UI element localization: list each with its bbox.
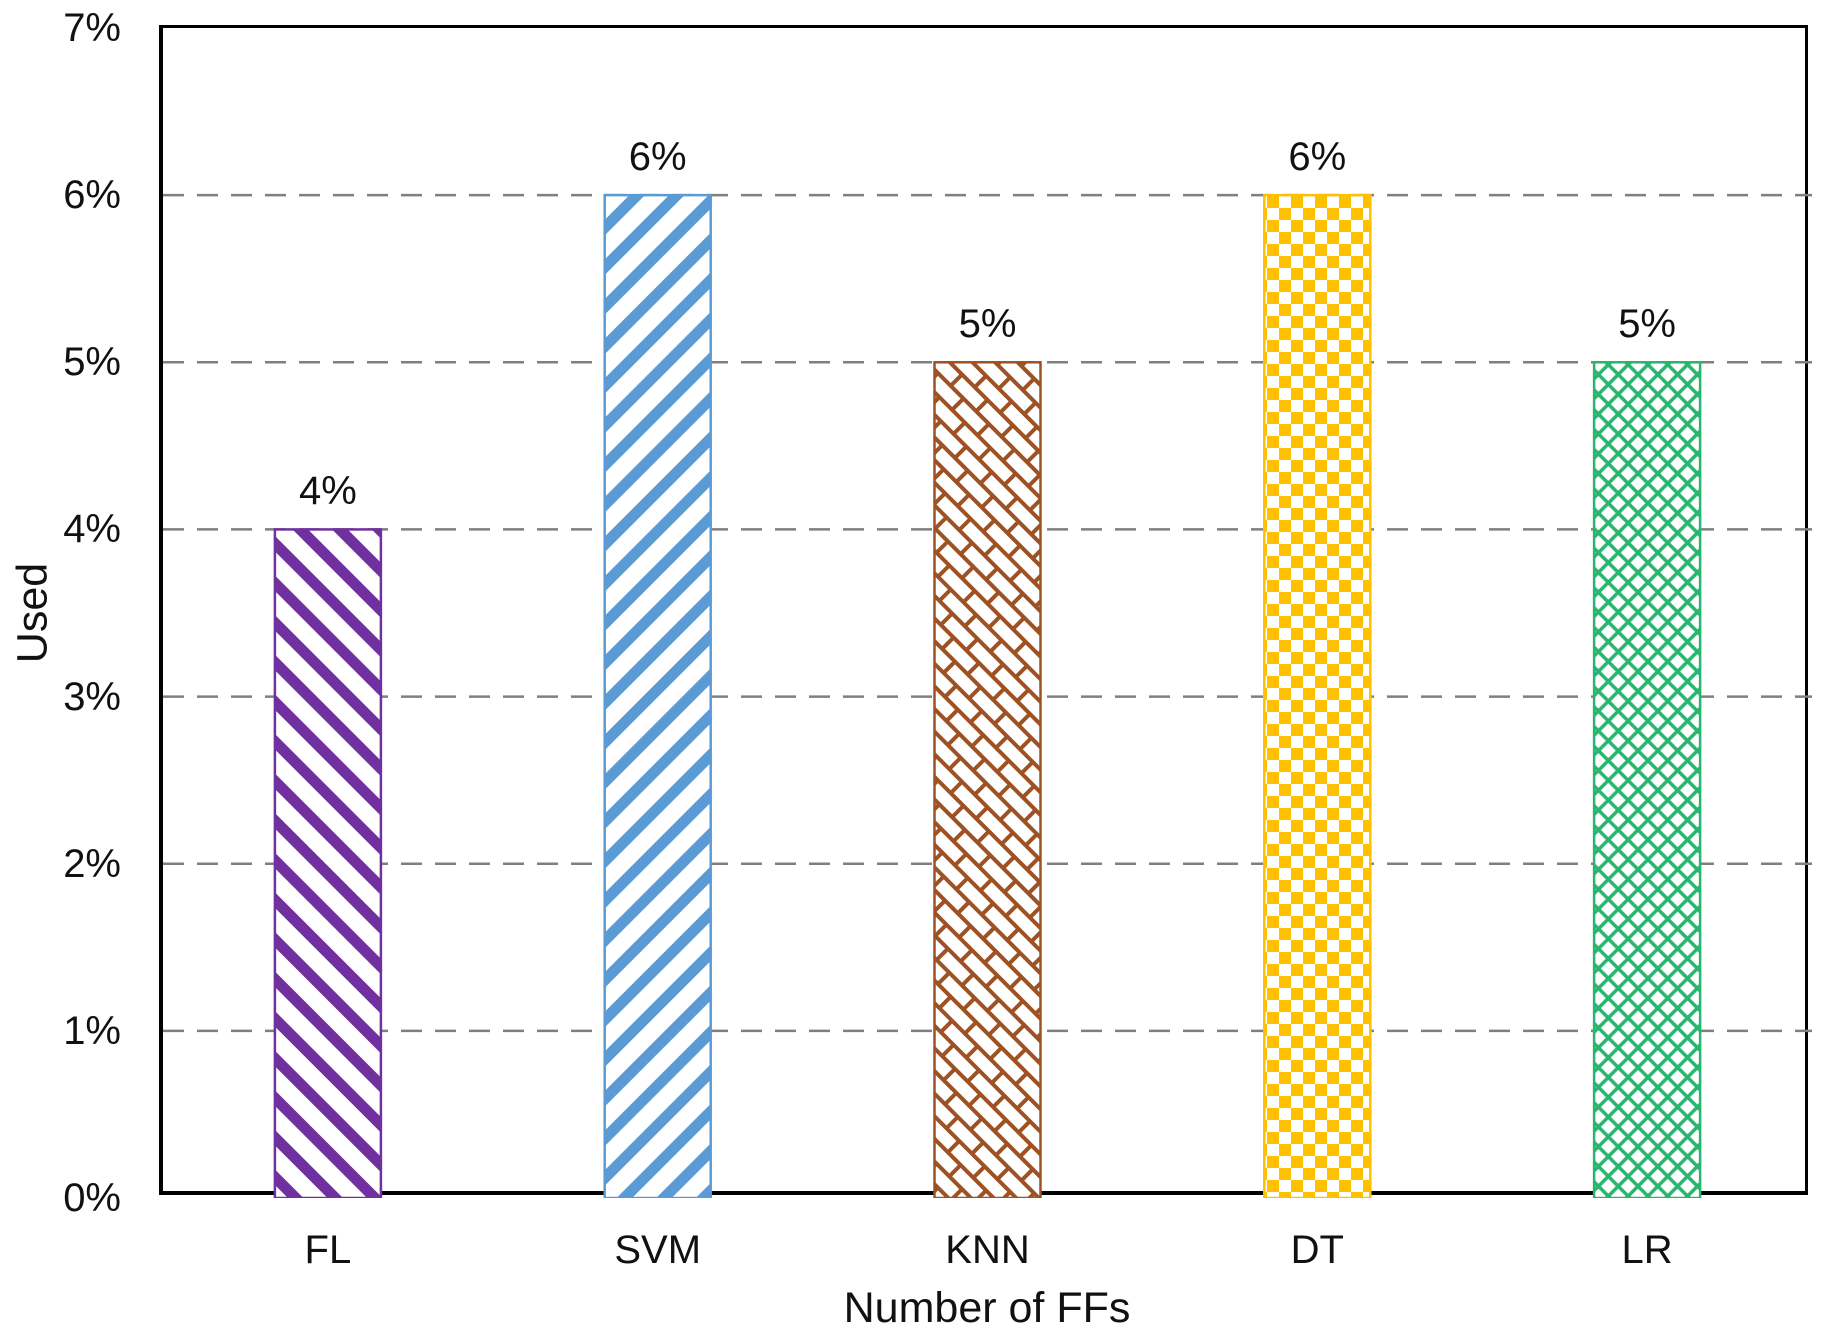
- bar-fl: [273, 528, 383, 1198]
- bars-svg: [163, 193, 1812, 1198]
- value-label-lr: 5%: [1618, 302, 1676, 347]
- bar-dt: [1263, 193, 1372, 1198]
- value-label-knn: 5%: [958, 302, 1017, 347]
- y-tick-label-7%: 7%: [63, 6, 121, 50]
- x-category-label-knn: KNN: [945, 1228, 1030, 1272]
- bar-lr: [1592, 361, 1702, 1198]
- y-tick-label-4%: 4%: [63, 507, 121, 552]
- y-tick-label-0%: 0%: [63, 1176, 121, 1220]
- value-label-fl: 4%: [298, 469, 357, 514]
- x-category-label-lr: LR: [1621, 1228, 1673, 1272]
- value-label-dt: 6%: [1288, 135, 1347, 180]
- bar-svm: [603, 193, 712, 1198]
- y-tick-label-1%: 1%: [63, 1008, 121, 1053]
- y-axis-title: Used: [8, 562, 57, 664]
- y-tick-label-3%: 3%: [63, 674, 121, 719]
- x-category-label-svm: SVM: [614, 1228, 702, 1272]
- y-tick-label-2%: 2%: [63, 841, 121, 886]
- bar-knn: [933, 361, 1042, 1198]
- x-category-label-fl: FL: [304, 1228, 352, 1272]
- value-label-svm: 6%: [628, 135, 687, 180]
- y-tick-label-6%: 6%: [63, 173, 121, 218]
- plot-area: [159, 25, 1812, 1198]
- x-category-label-dt: DT: [1290, 1228, 1344, 1272]
- y-tick-label-5%: 5%: [63, 340, 121, 385]
- x-axis-title: Number of FFs: [843, 1284, 1131, 1332]
